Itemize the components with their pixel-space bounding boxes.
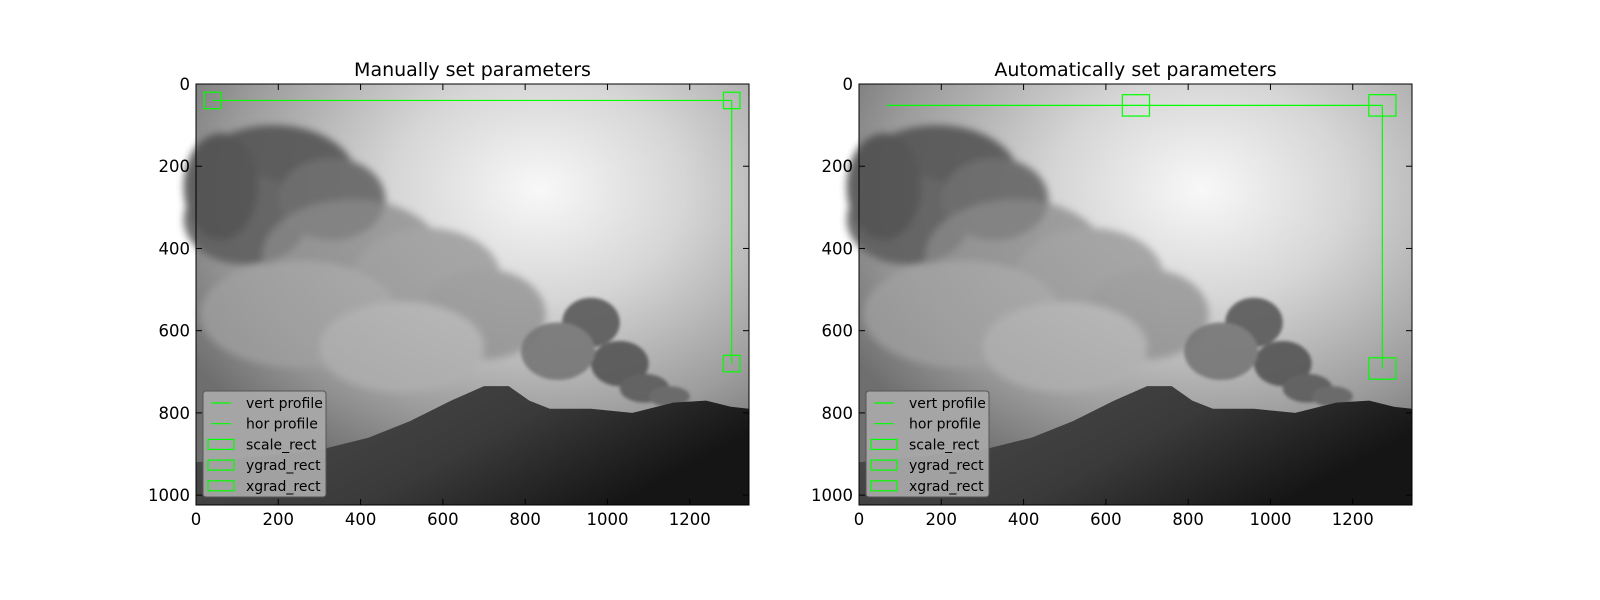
scale-rect-box bbox=[203, 91, 222, 110]
y-tick-label: 400 bbox=[159, 239, 191, 258]
x-tick-label: 600 bbox=[427, 510, 459, 529]
legend-entry-label: scale_rect bbox=[246, 437, 317, 453]
y-tick-label: 200 bbox=[822, 157, 854, 176]
legend-entry-label: ygrad_rect bbox=[909, 458, 984, 474]
x-tick-label: 1000 bbox=[1249, 510, 1291, 529]
legend-rect-swatch bbox=[207, 438, 235, 450]
x-tick-label: 0 bbox=[854, 510, 865, 529]
chart-title: Automatically set parameters bbox=[994, 59, 1276, 81]
y-tick-label: 800 bbox=[159, 404, 191, 423]
xgrad-rect-box bbox=[1368, 94, 1397, 117]
chart-panel-2: Automatically set parameters 0 200 400 600 80… bbox=[811, 59, 1413, 529]
x-tick-label: 1000 bbox=[586, 510, 628, 529]
x-tick-label: 600 bbox=[1090, 510, 1122, 529]
ygrad-rect-box bbox=[722, 354, 741, 373]
legend-entry-label: hor profile bbox=[909, 417, 981, 433]
x-tick-label: 1200 bbox=[669, 510, 711, 529]
y-tick-label: 0 bbox=[843, 75, 854, 94]
x-tick-label: 200 bbox=[263, 510, 295, 529]
legend-entry-label: hor profile bbox=[246, 417, 318, 433]
y-tick-label: 600 bbox=[159, 322, 191, 341]
chart-panel-1: Manually set parameters 0 200 400 600 800 1000… bbox=[148, 59, 750, 529]
legend-entry-label: ygrad_rect bbox=[246, 458, 321, 474]
legend-entry-label: vert profile bbox=[246, 396, 323, 412]
legend: vert profile hor profile scale_rect ygrad_r… bbox=[202, 390, 327, 498]
legend-rect-swatch bbox=[870, 438, 898, 450]
y-tick-label: 800 bbox=[822, 404, 854, 423]
legend: vert profile hor profile scale_rect ygrad_r… bbox=[865, 390, 990, 498]
legend-rect-swatch bbox=[870, 480, 898, 492]
scale-rect-box bbox=[1121, 94, 1151, 117]
x-tick-label: 400 bbox=[345, 510, 377, 529]
x-tick-label: 0 bbox=[191, 510, 202, 529]
x-tick-label: 800 bbox=[1172, 510, 1204, 529]
y-tick-label: 600 bbox=[822, 322, 854, 341]
x-tick-label: 800 bbox=[509, 510, 541, 529]
chart-title: Manually set parameters bbox=[354, 59, 591, 81]
legend-entry-label: xgrad_rect bbox=[909, 479, 984, 495]
y-tick-label: 1000 bbox=[148, 486, 190, 505]
xgrad-rect-box bbox=[722, 91, 741, 110]
y-tick-label: 400 bbox=[822, 239, 854, 258]
y-tick-label: 200 bbox=[159, 157, 191, 176]
legend-entry-label: vert profile bbox=[909, 396, 986, 412]
axes-frame bbox=[858, 83, 1413, 506]
y-tick-label: 1000 bbox=[811, 486, 853, 505]
axes-frame bbox=[195, 83, 750, 506]
x-tick-label: 200 bbox=[926, 510, 958, 529]
legend-rect-swatch bbox=[207, 459, 235, 471]
legend-rect-swatch bbox=[207, 480, 235, 492]
ygrad-rect-box bbox=[1368, 357, 1397, 380]
x-tick-label: 400 bbox=[1008, 510, 1040, 529]
x-tick-label: 1200 bbox=[1332, 510, 1374, 529]
legend-entry-label: scale_rect bbox=[909, 437, 980, 453]
legend-rect-swatch bbox=[870, 459, 898, 471]
legend-entry-label: xgrad_rect bbox=[246, 479, 321, 495]
y-tick-label: 0 bbox=[180, 75, 191, 94]
